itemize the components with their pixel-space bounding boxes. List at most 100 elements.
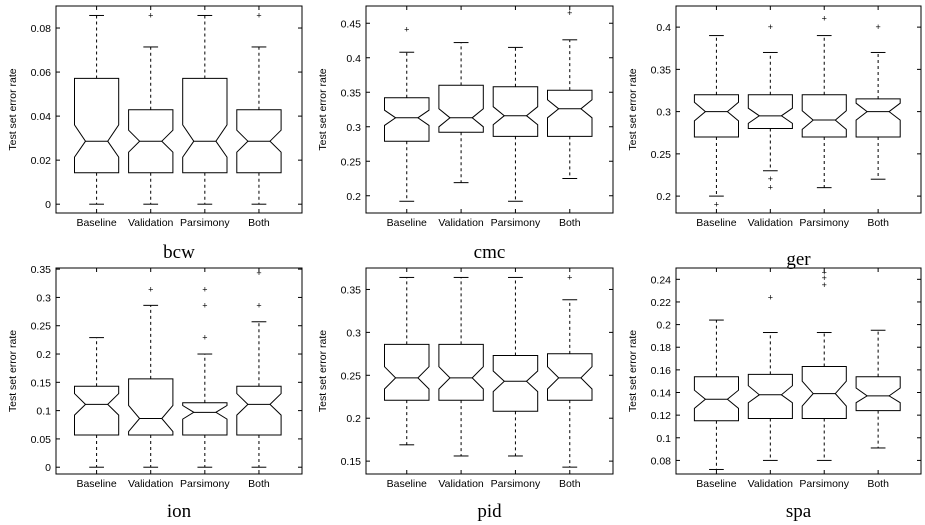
- notched-box: [128, 109, 174, 174]
- y-tick-label: 0.4: [656, 22, 671, 34]
- y-axis-label: Test set error rate: [317, 68, 329, 150]
- panel-title: spa: [786, 501, 812, 522]
- y-tick-label: 0.3: [346, 122, 361, 134]
- y-tick-label: 0.22: [651, 297, 672, 309]
- y-tick-label: 0.2: [656, 320, 671, 332]
- x-category-label: Validation: [748, 217, 793, 229]
- notched-box: [693, 94, 739, 138]
- y-tick-label: 0.4: [346, 53, 361, 65]
- y-tick-label: 0.25: [341, 370, 362, 382]
- outlier-point: +: [404, 24, 409, 34]
- notched-box: [547, 89, 593, 137]
- y-tick-label: 0.04: [31, 111, 52, 123]
- x-category-label: Baseline: [76, 478, 116, 490]
- outlier-point: +: [256, 10, 261, 20]
- x-category-label: Baseline: [696, 217, 736, 229]
- outlier-point: +: [256, 300, 261, 310]
- notched-box: [492, 86, 539, 137]
- y-tick-label: 0.45: [341, 18, 362, 30]
- x-category-label: Both: [867, 478, 889, 490]
- outlier-point: +: [202, 300, 207, 310]
- plot-frame: [55, 5, 303, 214]
- x-category-label: Validation: [128, 217, 173, 229]
- x-category-label: Parsimony: [491, 478, 541, 490]
- x-category-label: Parsimony: [799, 478, 849, 490]
- y-tick-label: 0.35: [31, 264, 52, 276]
- y-tick-label: 0.35: [341, 284, 362, 296]
- notched-box: [182, 77, 228, 174]
- notched-box: [384, 97, 430, 142]
- panel-title: cmc: [474, 242, 506, 263]
- y-tick-label: 0.1: [36, 406, 51, 418]
- y-tick-label: 0.02: [31, 155, 52, 167]
- x-category-label: Baseline: [387, 478, 427, 490]
- outlier-point: +: [822, 273, 827, 283]
- notched-box: [801, 366, 847, 419]
- panel-bcw: 0 0.02 0.04 0.06 0.08 Test set error rate Base…: [7, 5, 303, 263]
- panel-title: pid: [477, 501, 502, 522]
- y-tick-label: 0.25: [341, 156, 362, 168]
- notched-box: [855, 376, 901, 412]
- plot-frame: [55, 267, 303, 475]
- x-category-label: Parsimony: [799, 217, 849, 229]
- y-tick-label: 0.15: [31, 377, 52, 389]
- notched-box: [128, 378, 174, 436]
- y-axis-label: Test set error rate: [627, 330, 639, 412]
- notched-box: [801, 94, 847, 138]
- plot-frame: [365, 267, 614, 475]
- notched-box: [236, 385, 282, 436]
- outlier-point: +: [714, 200, 719, 210]
- notched-box: [438, 84, 484, 133]
- panel-ger: 0.2 0.25 0.3 0.35 0.4 Test set error rate Base…: [627, 5, 922, 270]
- notched-box: [693, 376, 739, 422]
- y-tick-label: 0.16: [651, 365, 672, 377]
- y-tick-label: 0.2: [36, 349, 51, 361]
- x-category-label: Validation: [438, 478, 483, 490]
- x-category-label: Parsimony: [180, 478, 230, 490]
- x-category-label: Baseline: [387, 217, 427, 229]
- panel-spa: 0.08 0.1 0.12 0.14 0.16 0.18 0.2 0.22 0.24 Test s…: [627, 267, 922, 522]
- plot-frame: [675, 5, 922, 214]
- x-category-label: Both: [559, 478, 581, 490]
- panel-title: ion: [167, 501, 192, 522]
- x-category-label: Validation: [748, 478, 793, 490]
- outlier-point: +: [768, 22, 773, 32]
- panel-pid: 0.15 0.2 0.25 0.3 0.35 Test set error rate Bas…: [317, 267, 614, 522]
- x-category-label: Both: [248, 217, 270, 229]
- y-tick-label: 0.3: [656, 107, 671, 119]
- y-tick-label: 0.25: [31, 321, 52, 333]
- y-tick-label: 0.18: [651, 342, 672, 354]
- y-tick-label: 0.2: [346, 413, 361, 425]
- notched-box: [182, 402, 228, 436]
- notched-box: [747, 94, 793, 129]
- x-category-label: Parsimony: [491, 217, 541, 229]
- outlier-point: +: [202, 333, 207, 343]
- outlier-point: +: [148, 285, 153, 295]
- notched-box: [492, 355, 539, 412]
- outlier-point: +: [768, 292, 773, 302]
- x-category-label: Baseline: [76, 217, 116, 229]
- plot-frame: [365, 5, 614, 214]
- x-category-label: Both: [248, 478, 270, 490]
- x-category-label: Both: [867, 217, 889, 229]
- y-tick-label: 0.08: [31, 23, 52, 35]
- outlier-point: +: [822, 280, 827, 290]
- x-category-label: Both: [559, 217, 581, 229]
- panel-cmc: 0.2 0.25 0.3 0.35 0.4 0.45 Test set error rate…: [317, 5, 614, 263]
- x-category-label: Validation: [128, 478, 173, 490]
- outlier-point: +: [768, 174, 773, 184]
- y-axis-label: Test set error rate: [7, 68, 19, 150]
- panel-title: bcw: [163, 242, 195, 263]
- y-axis-label: Test set error rate: [317, 330, 329, 412]
- y-tick-label: 0.08: [651, 455, 672, 467]
- y-tick-label: 0.1: [656, 433, 671, 445]
- notched-box: [74, 77, 120, 174]
- plot-frame: [675, 267, 922, 475]
- y-axis-label: Test set error rate: [627, 68, 639, 150]
- notched-box: [236, 109, 282, 174]
- y-tick-label: 0.12: [651, 410, 672, 422]
- y-axis-label: Test set error rate: [7, 330, 19, 412]
- outlier-point: +: [567, 8, 572, 18]
- x-category-label: Parsimony: [180, 217, 230, 229]
